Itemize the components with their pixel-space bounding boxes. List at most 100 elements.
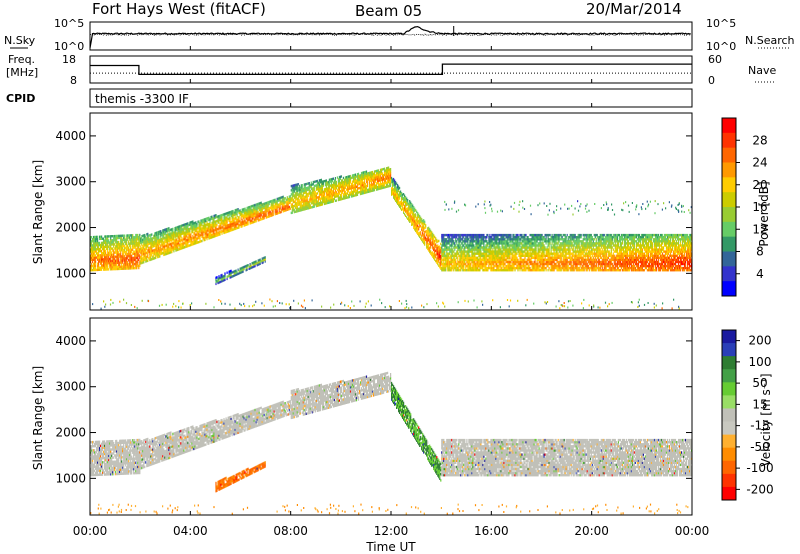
power-cell <box>400 204 402 208</box>
power-cell <box>185 235 187 238</box>
power-cell <box>203 224 205 227</box>
power-cell <box>243 216 245 219</box>
power-cell <box>516 246 518 249</box>
power-cell <box>217 233 219 237</box>
power-cell <box>119 234 121 238</box>
power-cell <box>395 185 397 188</box>
power-cell <box>143 250 145 254</box>
power-cell <box>428 249 430 252</box>
power-cell <box>150 242 152 245</box>
power-cell <box>318 191 320 195</box>
power-cell <box>447 233 449 237</box>
power-cell <box>113 249 115 252</box>
power-cell <box>142 244 144 248</box>
power-cell <box>122 244 124 248</box>
power-cell <box>178 235 180 239</box>
power-cell <box>338 175 340 179</box>
power-cell <box>162 239 164 242</box>
power-cell <box>396 182 398 185</box>
power-cell <box>179 233 181 236</box>
power-cell <box>477 233 479 237</box>
power-cell <box>458 248 460 251</box>
power-cell <box>121 259 123 262</box>
power-cell <box>450 244 452 247</box>
power-cell <box>186 222 188 225</box>
power-cell <box>521 260 523 264</box>
power-cell <box>221 222 223 225</box>
power-cell <box>533 264 535 268</box>
power-cell <box>120 242 122 246</box>
power-cell <box>268 209 270 212</box>
power-cell <box>313 197 315 200</box>
power-cell <box>296 201 298 205</box>
power-cell <box>445 258 447 262</box>
power-cell <box>319 193 321 196</box>
power-cell <box>91 242 93 245</box>
power-cell <box>314 180 316 183</box>
power-cell <box>377 173 379 177</box>
power-cell <box>225 212 227 215</box>
power-cell <box>120 249 122 252</box>
power-cell <box>123 251 125 254</box>
power-cell <box>433 242 435 245</box>
power-cell <box>416 218 418 222</box>
power-cell <box>494 246 496 249</box>
power-cell <box>120 244 122 248</box>
power-cell <box>413 208 415 211</box>
power-cell <box>513 248 515 251</box>
power-cell <box>430 229 432 233</box>
power-cell <box>228 215 230 218</box>
power-cell <box>144 254 146 257</box>
power-cell <box>460 236 462 239</box>
power-cell <box>160 236 162 239</box>
power-cell <box>303 189 305 192</box>
power-cell <box>460 256 462 259</box>
power-cell <box>465 256 467 259</box>
power-cell <box>479 250 481 253</box>
power-cell <box>228 227 230 231</box>
power-cell <box>419 221 421 224</box>
power-cell <box>91 248 93 251</box>
power-cell <box>348 191 351 195</box>
power-cell <box>157 249 159 253</box>
power-cell <box>469 236 471 239</box>
power-cell <box>325 202 327 205</box>
power-cell <box>173 235 175 238</box>
power-cell <box>484 252 486 255</box>
power-cell <box>348 175 351 178</box>
power-cell <box>455 246 457 249</box>
power-cell <box>166 236 168 239</box>
power-cell <box>531 264 533 268</box>
power-cell <box>500 262 502 266</box>
power-cell <box>127 244 129 247</box>
power-cell <box>527 240 529 243</box>
power-cell <box>508 256 510 259</box>
power-cell <box>294 194 296 197</box>
power-cell <box>527 242 529 245</box>
power-cell <box>244 215 246 219</box>
power-cell <box>321 186 323 190</box>
power-cell <box>110 261 112 265</box>
power-cell <box>250 219 252 223</box>
power-cell <box>463 266 465 270</box>
power-cell <box>343 197 345 200</box>
power-cell <box>222 225 224 229</box>
power-cell <box>110 264 112 267</box>
power-cell <box>448 248 450 251</box>
power-cell <box>111 251 113 254</box>
power-cell <box>490 248 492 251</box>
power-cell <box>164 232 166 236</box>
power-cell <box>361 190 364 193</box>
power-cell <box>177 246 179 249</box>
power-cell <box>368 184 371 187</box>
power-cell <box>463 236 465 239</box>
power-cell <box>489 250 491 253</box>
power-cell <box>179 245 181 249</box>
power-cell <box>469 254 471 257</box>
power-cell <box>318 187 320 190</box>
power-cell <box>116 245 118 248</box>
power-cell <box>279 211 281 214</box>
power-cell <box>130 256 132 260</box>
power-cell <box>198 224 200 227</box>
power-cell <box>146 239 148 242</box>
